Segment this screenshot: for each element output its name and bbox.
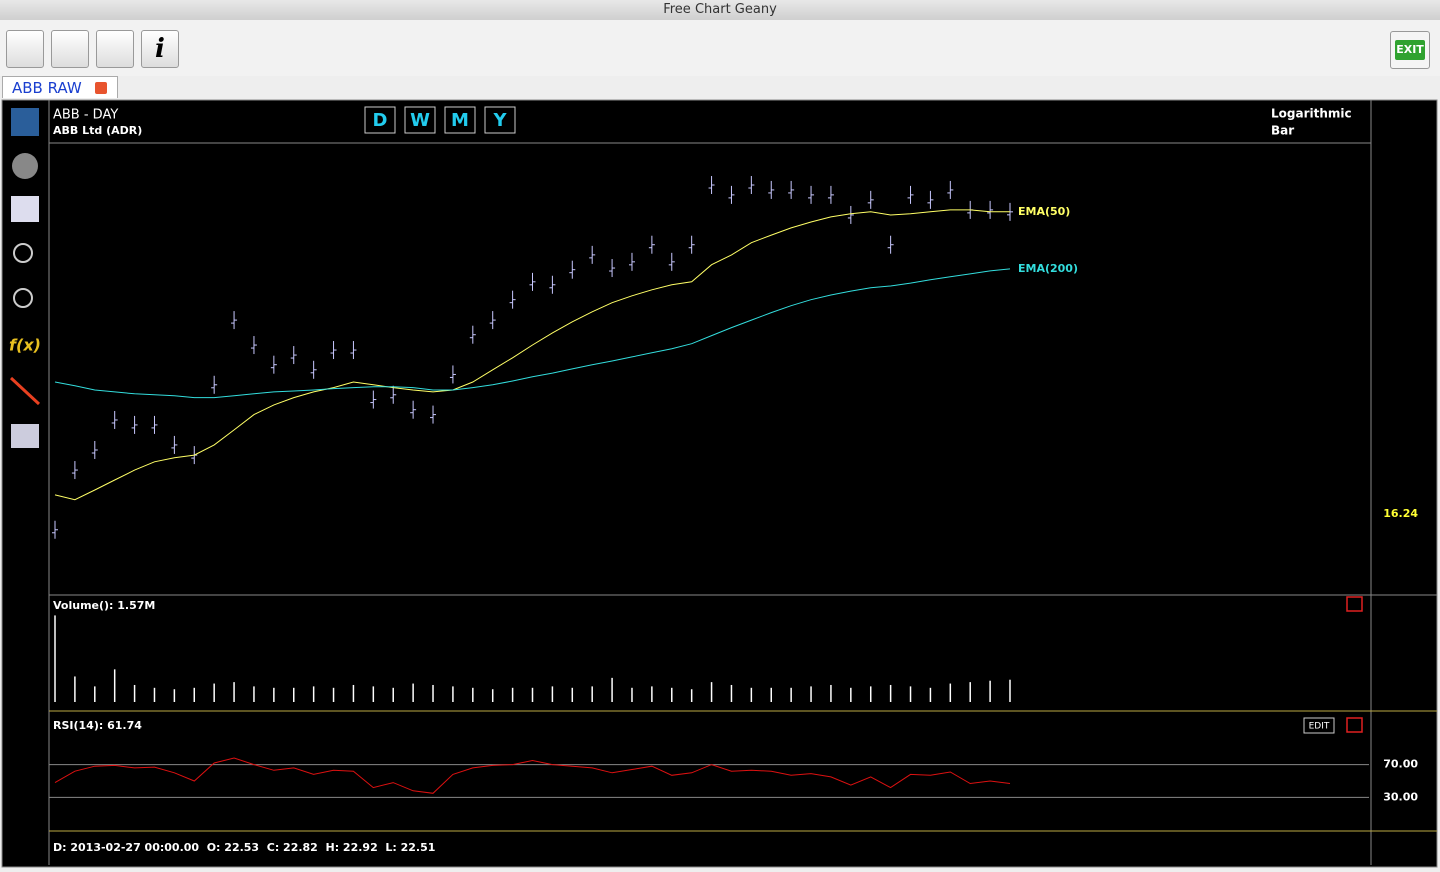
- price-bar: [290, 346, 297, 365]
- price-bar: [111, 410, 118, 429]
- window-title: Free Chart Geany: [0, 0, 1440, 20]
- side-tools: f(x): [9, 108, 41, 448]
- price-bar: [907, 185, 914, 204]
- tab[interactable]: ABB RAW: [2, 76, 118, 98]
- price-bar: [987, 200, 994, 219]
- price-bar: [71, 461, 78, 480]
- price-bar: [211, 375, 218, 394]
- price-bar: [171, 435, 178, 454]
- price-bar: [847, 205, 854, 224]
- period-label: W: [410, 110, 430, 131]
- chart-area: f(x) ABB - DAY ABB Ltd (ADR) Logarithmic…: [1, 99, 1438, 868]
- price-bar: [589, 245, 596, 264]
- price-bar: [430, 405, 437, 424]
- price-bar: [549, 275, 556, 294]
- tab-close[interactable]: [95, 82, 107, 94]
- price-bar: [410, 400, 417, 419]
- remove-tool[interactable]: [11, 424, 39, 448]
- price-bar: [151, 415, 158, 434]
- panel-title: RSI(14): 61.74: [53, 719, 142, 732]
- series-label: EMA(200): [1018, 262, 1078, 275]
- snapshot-button[interactable]: [51, 30, 89, 68]
- price-bar: [569, 260, 576, 279]
- series-line: [54, 757, 1011, 794]
- price-bar: [370, 390, 377, 409]
- exit-button[interactable]: EXIT: [1390, 31, 1430, 69]
- scale-mode: Logarithmic: [1271, 107, 1352, 121]
- price-bar: [609, 259, 616, 278]
- price-bar: [947, 180, 954, 199]
- price-bar: [489, 311, 496, 330]
- period-label: D: [373, 110, 388, 131]
- series-line: [54, 268, 1011, 399]
- function-tool[interactable]: f(x): [9, 336, 41, 355]
- price-bar: [867, 190, 874, 209]
- config-tool[interactable]: [12, 153, 38, 179]
- period-label: Y: [492, 110, 507, 131]
- crosshair-tool[interactable]: [11, 196, 39, 222]
- price-bar: [887, 235, 894, 254]
- symbol: ABB - DAY: [53, 108, 118, 123]
- price-bar: [52, 520, 58, 539]
- edit-button[interactable]: [1303, 717, 1335, 734]
- company-name: ABB Ltd (ADR): [53, 124, 142, 137]
- price-bar: [330, 341, 337, 360]
- series-label: EMA(50): [1018, 205, 1070, 218]
- price-bar: [390, 385, 397, 404]
- edit-label: EDIT: [1309, 722, 1330, 732]
- price-bar: [688, 235, 695, 254]
- period-button[interactable]: [404, 106, 436, 134]
- price-bar: [728, 185, 735, 204]
- fit-tool[interactable]: [11, 108, 39, 136]
- price-bar: [509, 290, 516, 309]
- toolbar: i EXIT: [0, 20, 1440, 76]
- price-bar: [131, 415, 138, 434]
- price-bar: [768, 180, 775, 199]
- price-bar: [310, 360, 317, 379]
- y-tick-label: 30.00: [1383, 790, 1418, 803]
- draw-tool[interactable]: [9, 376, 41, 406]
- price-bar: [827, 185, 834, 204]
- info-button[interactable]: i: [141, 30, 179, 68]
- price-bar: [628, 252, 635, 271]
- exit-label: EXIT: [1395, 40, 1425, 60]
- price-bar: [927, 190, 934, 209]
- price-bar: [91, 440, 98, 459]
- y-tick-label: 70.00: [1383, 758, 1418, 771]
- series-line: [54, 209, 1010, 501]
- price-bar: [250, 336, 257, 355]
- tab-label: ABB RAW: [12, 79, 82, 97]
- list-button[interactable]: [6, 30, 44, 68]
- period-button[interactable]: [364, 106, 396, 134]
- close-panel[interactable]: [1346, 596, 1363, 612]
- price-bar: [708, 176, 715, 195]
- settings-button[interactable]: [96, 30, 134, 68]
- price-bar: [449, 365, 456, 384]
- period-button[interactable]: [444, 106, 476, 134]
- chart-style: Bar: [1271, 124, 1294, 138]
- price-bar: [350, 341, 357, 360]
- price-bar: [808, 185, 815, 204]
- period-button[interactable]: [484, 106, 516, 134]
- price-bar: [788, 180, 795, 199]
- close-panel[interactable]: [1346, 717, 1363, 733]
- price-bar: [529, 272, 536, 291]
- price-bar: [668, 252, 675, 271]
- zoom-out-tool[interactable]: [13, 288, 33, 308]
- y-tick-label: 16.24: [1383, 507, 1418, 520]
- zoom-in-tool[interactable]: [13, 243, 33, 263]
- background: [1, 99, 1438, 868]
- price-bar: [270, 355, 277, 374]
- price-bar: [748, 176, 755, 195]
- price-bar: [648, 235, 655, 254]
- period-label: M: [451, 110, 469, 131]
- price-bar: [231, 311, 238, 330]
- price-bar: [469, 325, 476, 344]
- panel-title: Volume(): 1.57M: [53, 599, 155, 612]
- status-line: D: 2013-02-27 00:00.00 O: 22.53 C: 22.82…: [53, 841, 435, 854]
